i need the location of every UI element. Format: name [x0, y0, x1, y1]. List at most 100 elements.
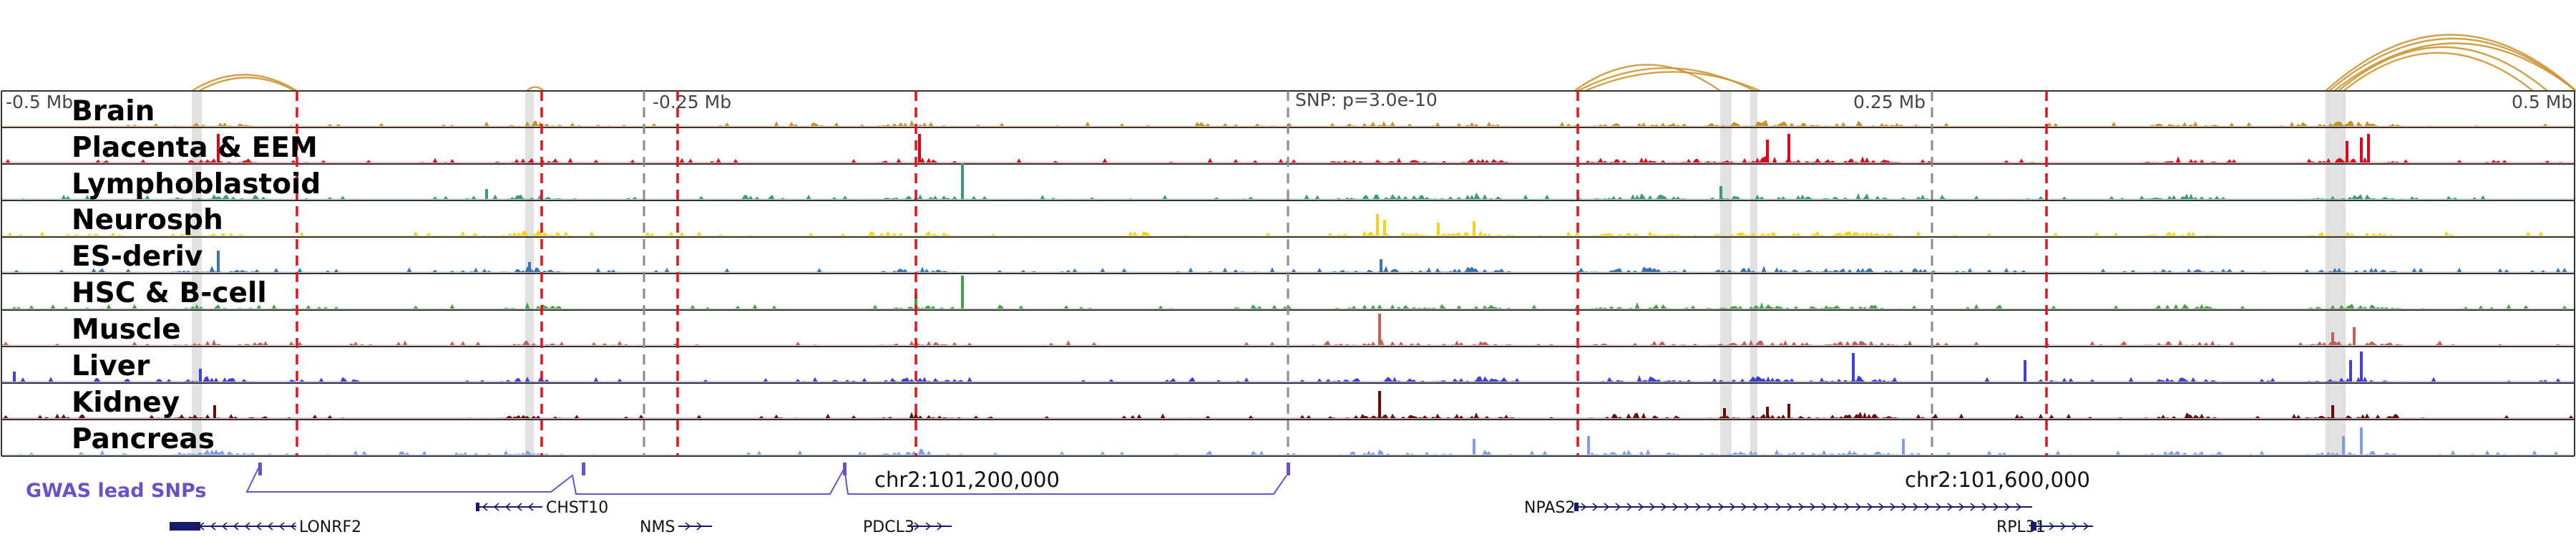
gene-model-lonrf2 [170, 522, 296, 531]
track-label-brain: Brain [72, 95, 155, 127]
gene-strand-arrow-npas2 [1798, 503, 1805, 511]
track-label-liver: Liver [72, 350, 150, 382]
gene-model-pdcl3 [907, 522, 952, 531]
signal-peak-1-0 [217, 134, 220, 163]
gene-exon-lonrf2-0 [170, 522, 200, 531]
gene-strand-arrow-pdcl3 [937, 522, 943, 531]
gene-strand-arrow-lonrf2 [244, 522, 250, 531]
gene-strand-arrow-npas2 [1993, 503, 1999, 511]
gwas-snp-marker-1 [582, 463, 585, 475]
gene-exon-rpl31-0 [2031, 522, 2036, 531]
gwas-snp-marker-0 [258, 463, 262, 475]
gene-strand-arrow-npas2 [1878, 503, 1885, 511]
gene-strand-arrow-npas2 [1775, 503, 1782, 511]
gene-model-nms [678, 522, 712, 531]
gene-strand-arrow-lonrf2 [267, 522, 273, 531]
track-label-muscle: Muscle [72, 314, 181, 346]
gene-strand-arrow-chst10 [493, 503, 499, 511]
track-label-placenta-eem: Placenta & EEM [72, 132, 318, 164]
gene-strand-arrow-npas2 [1626, 503, 1633, 511]
signal-peak-8-3 [1766, 407, 1769, 418]
loop-arc-0 [191, 74, 298, 92]
signal-peak-7-5 [2349, 360, 2352, 382]
signal-peak-9-3 [2360, 427, 2363, 455]
signal-peak-4-1 [528, 262, 531, 272]
track-label-kidney: Kidney [72, 387, 180, 419]
gwas-lead-snps-label: GWAS lead SNPs [26, 480, 206, 502]
signal-peak-2-2 [1719, 186, 1722, 199]
gene-strand-arrow-npas2 [1913, 503, 1919, 511]
signal-peak-6-0 [1378, 314, 1381, 345]
gene-strand-arrow-lonrf2 [255, 522, 262, 531]
signal-peak-1-6 [2367, 134, 2370, 163]
signal-peak-9-1 [1587, 436, 1590, 455]
coordinate-label-right: chr2:101,600,000 [1905, 468, 2090, 492]
signal-area-8 [1, 411, 2575, 419]
gene-strand-arrow-npas2 [1764, 503, 1770, 511]
gene-strand-arrow-pdcl3 [925, 522, 932, 531]
chromatin-loops [191, 34, 2576, 92]
signal-peak-8-2 [1723, 408, 1726, 418]
gene-strand-arrow-lonrf2 [221, 522, 228, 531]
signal-area-5 [1, 301, 2575, 309]
gene-strand-arrow-npas2 [1810, 503, 1816, 511]
gene-strand-arrow-npas2 [1684, 503, 1690, 511]
signal-peak-6-1 [2331, 332, 2334, 345]
gene-strand-arrow-npas2 [1981, 503, 1988, 511]
signal-peak-3-1 [1383, 220, 1386, 236]
signal-peak-5-0 [961, 276, 964, 309]
gene-strand-arrow-npas2 [1833, 503, 1839, 511]
gene-strand-arrow-lonrf2 [233, 522, 239, 531]
gene-strand-arrow-npas2 [1741, 503, 1747, 511]
gene-strand-arrow-pdcl3 [914, 522, 920, 531]
gene-exon-chst10-0 [476, 503, 479, 511]
signal-peak-7-1 [199, 369, 202, 382]
signal-track-3 [1, 200, 2575, 236]
gene-strand-arrow-chst10 [482, 503, 488, 511]
signal-peak-7-0 [13, 372, 16, 382]
gwas-snp-marker-3 [1287, 463, 1290, 475]
loop-arc-1 [198, 77, 296, 92]
gene-model-npas2 [1574, 503, 2032, 511]
loop-arc-6 [2325, 34, 2576, 92]
gene-strand-arrow-rpl31 [2037, 522, 2044, 531]
loop-arc-2 [526, 86, 545, 92]
gene-strand-arrow-npas2 [1890, 503, 1896, 511]
gene-label-chst10: CHST10 [546, 499, 608, 517]
gwas-connector-line [245, 465, 1287, 495]
gene-strand-arrow-npas2 [1707, 503, 1713, 511]
ruler-label-plus-0-25: 0.25 Mb [1853, 92, 1926, 112]
signal-area-3 [1, 230, 2575, 236]
gene-label-lonrf2: LONRF2 [299, 518, 361, 536]
signal-peak-1-4 [2346, 141, 2348, 163]
gwas-track: GWAS lead SNPs chr2:101,200,000 chr2:101… [26, 463, 2090, 502]
gene-strand-arrow-npas2 [1592, 503, 1599, 511]
gene-track: LONRF2 CHST10 NMS PDCL3 NPAS2 RPL31 [170, 499, 2093, 536]
gene-label-npas2: NPAS2 [1524, 499, 1575, 517]
gene-label-pdcl3: PDCL3 [863, 518, 914, 536]
gene-strand-arrow-npas2 [1752, 503, 1759, 511]
gene-strand-arrow-npas2 [1821, 503, 1828, 511]
signal-peak-6-2 [2353, 327, 2356, 345]
gene-model-rpl31 [2031, 522, 2093, 531]
gene-strand-arrow-npas2 [1718, 503, 1724, 511]
gene-strand-arrow-npas2 [1649, 503, 1656, 511]
gene-strand-arrow-chst10 [527, 503, 534, 511]
track-label-pancreas: Pancreas [72, 423, 215, 455]
signal-peak-7-2 [1852, 353, 1855, 382]
signal-peak-8-4 [1787, 404, 1790, 418]
gene-strand-arrow-lonrf2 [210, 522, 216, 531]
gene-strand-arrow-npas2 [1867, 503, 1873, 511]
gene-strand-arrow-chst10 [504, 503, 511, 511]
signal-peak-2-0 [485, 189, 488, 199]
signal-peak-9-4 [2342, 436, 2345, 455]
signal-peak-8-0 [213, 405, 216, 418]
gene-strand-arrow-npas2 [1581, 503, 1587, 511]
gene-strand-arrow-npas2 [1855, 503, 1862, 511]
loop-arc-9 [2338, 46, 2548, 92]
gene-strand-arrow-npas2 [1695, 503, 1702, 511]
gene-strand-arrow-npas2 [1947, 503, 1953, 511]
gene-strand-arrow-npas2 [1615, 503, 1621, 511]
dashed-markers [296, 91, 2048, 456]
ruler-label-plus-0-5: 0.5 Mb [2512, 92, 2572, 112]
